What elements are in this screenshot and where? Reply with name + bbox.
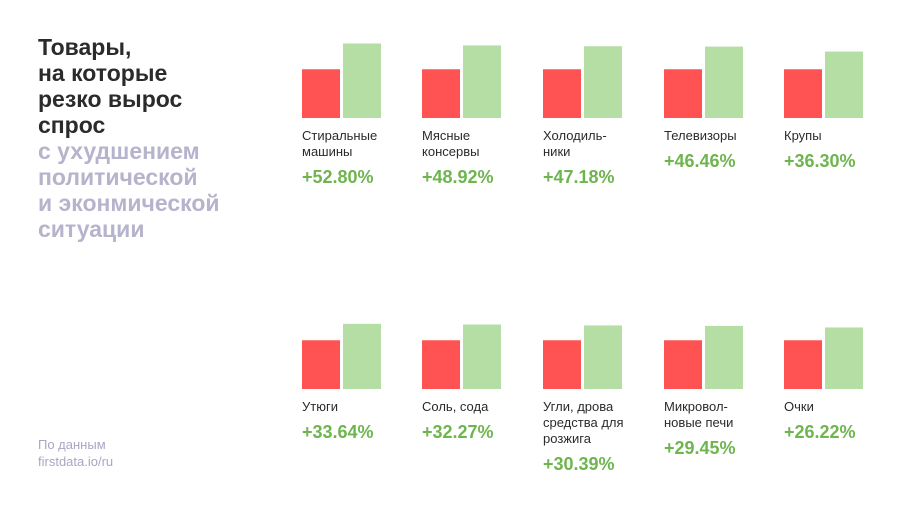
chart-item: Телевизоры +46.46% xyxy=(664,40,774,172)
category-label: Микровол- новые печи xyxy=(664,399,734,430)
title-block: Товары, на которые резко вырос спрос с у… xyxy=(38,34,288,242)
category-label: Утюги xyxy=(302,399,338,414)
chart-item: Утюги +33.64% xyxy=(302,311,412,443)
bar-pair xyxy=(422,45,501,118)
bar-before xyxy=(302,340,340,389)
category-label: Угли, дрова средства для розжига xyxy=(543,399,624,446)
bar-after xyxy=(825,51,863,118)
growth-label: +33.64% xyxy=(302,422,374,442)
bar-pair xyxy=(302,323,381,389)
growth-label: +26.22% xyxy=(784,422,856,442)
bar-pair xyxy=(784,51,863,118)
bar-after xyxy=(705,46,743,118)
bar-pair xyxy=(543,325,622,389)
bar-after xyxy=(343,43,381,118)
chart-item: Соль, сода +32.27% xyxy=(422,311,532,443)
bar-pair xyxy=(784,327,863,389)
category-label: Телевизоры xyxy=(664,128,737,143)
bar-before xyxy=(422,69,460,118)
category-label: Крупы xyxy=(784,128,822,143)
bar-before xyxy=(664,69,702,118)
bar-after xyxy=(343,323,381,389)
growth-label: +30.39% xyxy=(543,454,615,474)
bar-before xyxy=(784,340,822,389)
growth-label: +32.27% xyxy=(422,422,494,442)
bar-before xyxy=(543,69,581,118)
chart-item: Угли, дрова средства для розжига +30.39% xyxy=(543,311,653,475)
bar-pair xyxy=(543,46,622,118)
category-label: Соль, сода xyxy=(422,399,489,414)
bar-after xyxy=(463,45,501,118)
category-label: Холодиль- ники xyxy=(543,128,607,159)
bar-before xyxy=(784,69,822,118)
chart-item: Микровол- новые печи +29.45% xyxy=(664,311,774,459)
bar-pair xyxy=(664,325,743,389)
growth-label: +47.18% xyxy=(543,167,615,187)
source-note: По данным firstdata.io/ru xyxy=(38,437,114,469)
bar-after xyxy=(584,46,622,118)
chart-item: Стиральные машины +52.80% xyxy=(302,40,412,188)
bar-before xyxy=(543,340,581,389)
growth-label: +46.46% xyxy=(664,151,736,171)
chart-item: Очки +26.22% xyxy=(784,311,894,443)
growth-label: +29.45% xyxy=(664,438,736,458)
chart-item: Крупы +36.30% xyxy=(784,40,894,172)
bar-after xyxy=(463,324,501,389)
bar-before xyxy=(302,69,340,118)
category-label: Очки xyxy=(784,399,814,414)
category-label: Мясные консервы xyxy=(422,128,480,159)
bar-after xyxy=(705,325,743,389)
bar-pair xyxy=(302,43,381,118)
growth-label: +36.30% xyxy=(784,151,856,171)
bar-before xyxy=(664,340,702,389)
title-main: Товары, на которые резко вырос спрос xyxy=(38,34,183,138)
growth-label: +52.80% xyxy=(302,167,374,187)
chart-item: Мясные консервы +48.92% xyxy=(422,40,532,188)
chart-item: Холодиль- ники +47.18% xyxy=(543,40,653,188)
bar-after xyxy=(825,327,863,389)
bar-before xyxy=(422,340,460,389)
bar-pair xyxy=(422,324,501,389)
bar-pair xyxy=(664,46,743,118)
bar-after xyxy=(584,325,622,389)
growth-label: +48.92% xyxy=(422,167,494,187)
category-label: Стиральные машины xyxy=(302,128,378,159)
title-subtitle: с ухудшением политической и эконмической… xyxy=(38,138,220,242)
